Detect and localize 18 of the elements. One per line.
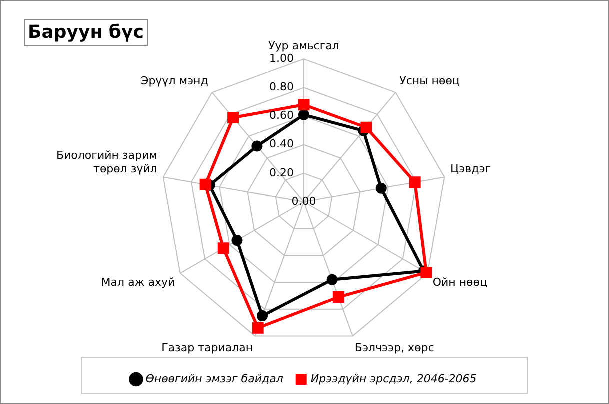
y-tick-label: 0.20 <box>270 166 294 180</box>
legend-label: Өнөөгийн эмзэг байдал <box>146 372 284 386</box>
spoke-label: Мал аж ахуй <box>101 276 176 289</box>
spoke-label: Биологийн зарим төрөл зүйл <box>56 149 158 176</box>
spoke-label: Цэвдэг <box>450 162 492 176</box>
chart-title: Баруун бүс <box>24 19 148 46</box>
spoke-label: Эрүүл мэнд <box>141 74 209 88</box>
y-tick-label: 0.80 <box>270 80 294 94</box>
spoke-label: Уур амьсгал <box>268 39 340 52</box>
spoke-label: Усны нөөц <box>400 74 460 88</box>
spoke-label: Ойн нөөц <box>432 276 488 289</box>
y-tick-label: 0.40 <box>270 138 294 151</box>
y-tick-label: 0.60 <box>270 109 294 122</box>
spoke-label: Бэлчээр, хөрс <box>354 341 434 354</box>
y-tick-label: 0.00 <box>292 194 316 208</box>
spoke-label: Газар тариалан <box>162 341 254 354</box>
y-tick-label: 1.00 <box>270 52 294 66</box>
legend-label: Ирээдүйн эрсдэл, 2046-2065 <box>310 372 477 386</box>
